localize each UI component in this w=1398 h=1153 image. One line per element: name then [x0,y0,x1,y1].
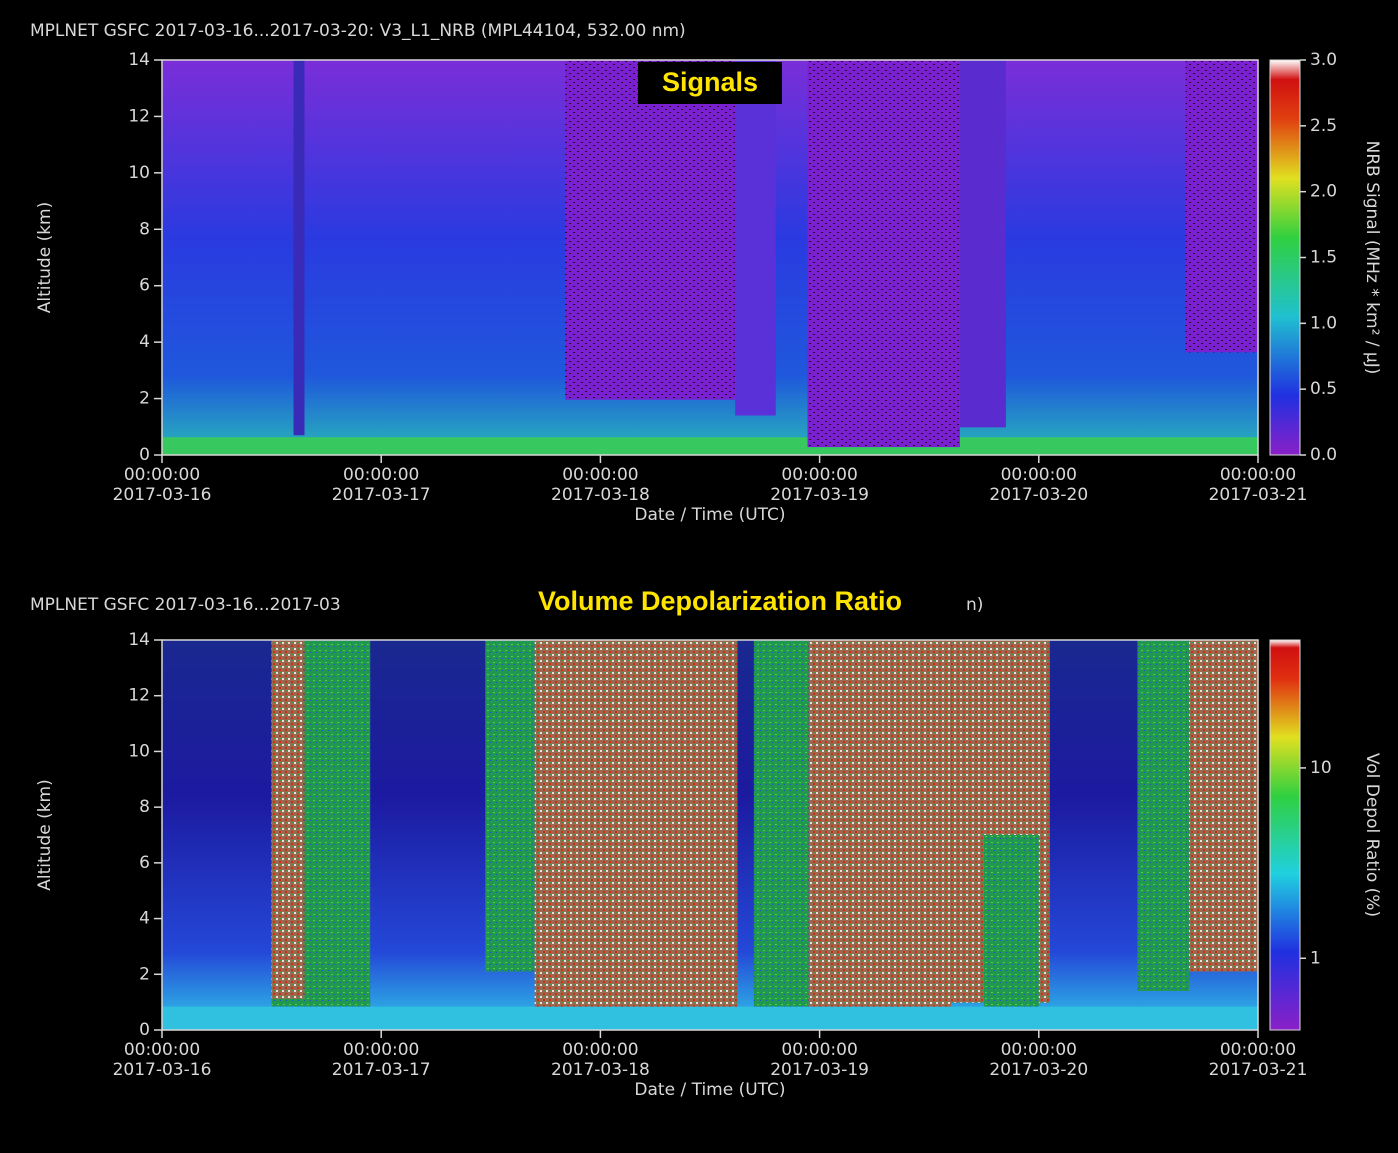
colorbar [1269,59,1301,456]
heatmap-region [959,60,1006,428]
x-tick-time: 00:00:00 [124,1040,200,1060]
x-tick-label: 2017-03-19 [770,485,869,505]
colorbar-tick-label: 3.0 [1310,50,1337,70]
y-tick-label: 6 [139,276,150,296]
heatmap-region [293,60,305,436]
x-tick-label: 2017-03-21 [1209,485,1308,505]
x-tick-time: 00:00:00 [1001,1040,1077,1060]
heatmap-region [534,640,738,1011]
y-tick-label: 0 [139,445,150,465]
x-tick-time: 00:00:00 [343,1040,419,1060]
heatmap-region [162,437,1258,455]
colorbar-label: NRB Signal (MHz * km² / μJ) [1362,141,1382,375]
x-tick-time: 00:00:00 [562,1040,638,1060]
chart-title: MPLNET GSFC 2017-03-16...2017-03 [30,595,341,615]
colorbar-tick-label: 10 [1310,758,1332,778]
colorbar-tick-label: 1 [1310,948,1321,968]
overlay-box [490,581,950,623]
x-tick-time: 00:00:00 [781,1040,857,1060]
overlay-label: Signals [662,67,758,97]
heatmap-region [753,640,809,1011]
x-tick-label: 2017-03-18 [551,485,650,505]
y-tick-label: 4 [139,909,150,929]
x-tick-label: 2017-03-17 [332,1060,431,1080]
colorbar-tick-label: 0.0 [1310,445,1337,465]
colorbar [1269,639,1301,1031]
chart-title: MPLNET GSFC 2017-03-16...2017-03-20: V3_… [30,21,686,41]
x-tick-time: 00:00:00 [343,465,419,485]
x-tick-label: 2017-03-20 [989,1060,1088,1080]
x-tick-label: 2017-03-17 [332,485,431,505]
y-tick-label: 0 [139,1020,150,1040]
x-axis-label: Date / Time (UTC) [634,1080,785,1100]
plot-frame [161,639,1259,1031]
x-tick-time: 00:00:00 [562,465,638,485]
heatmap-region [1137,640,1189,991]
y-tick-label: 10 [128,741,150,761]
colorbar-tick-label: 1.5 [1310,248,1337,268]
colorbar-tick-label: 2.0 [1310,182,1337,202]
x-tick-time: 00:00:00 [124,465,200,485]
heatmap-region [984,835,1039,1011]
y-tick-label: 4 [139,332,150,352]
heatmap-region [271,640,305,999]
overlay-box [638,62,782,104]
y-tick-label: 2 [139,389,150,409]
y-tick-label: 8 [139,219,150,239]
y-axis-label: Altitude (km) [35,202,55,314]
heatmap-region [1185,60,1258,353]
x-tick-time: 00:00:00 [1220,465,1296,485]
y-tick-label: 14 [128,50,150,70]
x-tick-time: 00:00:00 [1001,465,1077,485]
x-tick-time: 00:00:00 [1220,1040,1296,1060]
overlay-label: Volume Depolarization Ratio [538,586,902,616]
heatmap-region [808,640,952,1027]
heatmap-region [162,1006,1258,1030]
x-tick-label: 2017-03-18 [551,1060,650,1080]
x-tick-label: 2017-03-19 [770,1060,869,1080]
heatmap-region [807,60,960,448]
colorbar-label: Vol Depol Ratio (%) [1362,753,1382,917]
chart-title-tail: n) [966,595,983,615]
heatmap-region [565,60,736,400]
x-tick-label: 2017-03-16 [113,485,212,505]
y-tick-label: 10 [128,163,150,183]
y-tick-label: 14 [128,630,150,650]
colorbar-tick-label: 2.5 [1310,116,1337,136]
x-axis-label: Date / Time (UTC) [634,505,785,525]
y-axis-label: Altitude (km) [35,779,55,891]
colorbar-tick-label: 0.5 [1310,379,1337,399]
x-tick-label: 2017-03-21 [1209,1060,1308,1080]
y-tick-label: 2 [139,964,150,984]
colorbar-tick-label: 1.0 [1310,313,1337,333]
y-tick-label: 6 [139,853,150,873]
heatmap-region [735,60,776,416]
x-tick-label: 2017-03-20 [989,485,1088,505]
heatmap-region [485,640,535,972]
heatmap-region [1188,640,1258,972]
plot-frame [161,59,1259,456]
y-tick-label: 8 [139,797,150,817]
y-tick-label: 12 [128,686,150,706]
x-tick-time: 00:00:00 [781,465,857,485]
y-tick-label: 12 [128,106,150,126]
x-tick-label: 2017-03-16 [113,1060,212,1080]
